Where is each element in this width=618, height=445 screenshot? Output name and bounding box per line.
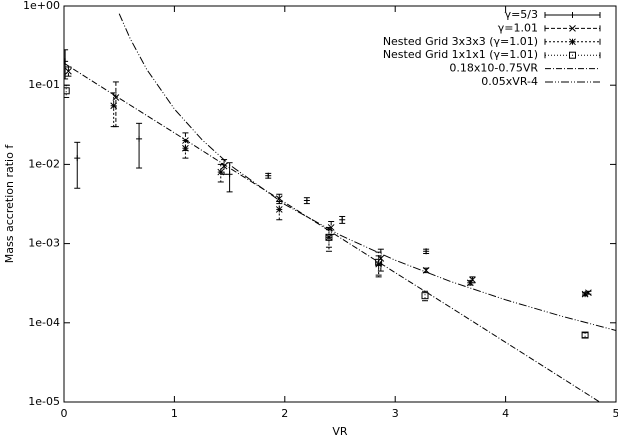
point [136,136,142,142]
legend-label: 0.05xVR-4 [481,75,538,88]
y-tick-label: 1e+00 [23,0,60,12]
y-tick-label: 1e-03 [28,237,60,250]
y-tick-label: 1e-02 [28,157,60,170]
point [227,171,233,177]
x-axis-label: VR [332,425,348,438]
point [339,217,345,223]
legend-label: γ=5/3 [505,8,538,21]
legend-label: 0.18x10-0.75VR [449,62,538,75]
y-tick-label: 1e-01 [28,78,60,91]
curve [119,14,616,331]
x-tick-label: 0 [61,407,68,420]
point [182,145,188,151]
point [218,169,224,175]
error-bar [582,333,588,338]
y-axis-label: Mass accretion ratio f [3,144,16,264]
x-tick-label: 3 [392,407,399,420]
curve [64,63,616,412]
y-tick-label: 1e-05 [28,395,60,408]
legend-label: Nested Grid 1x1x1 (γ=1.01) [383,48,538,61]
point [111,103,117,109]
x-tick-label: 5 [613,407,618,420]
x-tick-label: 2 [281,407,288,420]
x-tick-label: 1 [171,407,178,420]
x-tick-label: 4 [502,407,509,420]
point [74,155,80,161]
point [276,206,282,212]
legend-label: Nested Grid 3x3x3 (γ=1.01) [383,35,538,48]
point [467,280,473,286]
point [582,291,588,297]
legend-marker [570,12,576,18]
error-bar [136,123,142,168]
legend-marker [570,39,576,45]
error-bar [74,142,80,188]
y-tick-label: 1e-04 [28,316,60,329]
point [304,198,310,204]
legend-label: γ=1.01 [498,21,538,34]
